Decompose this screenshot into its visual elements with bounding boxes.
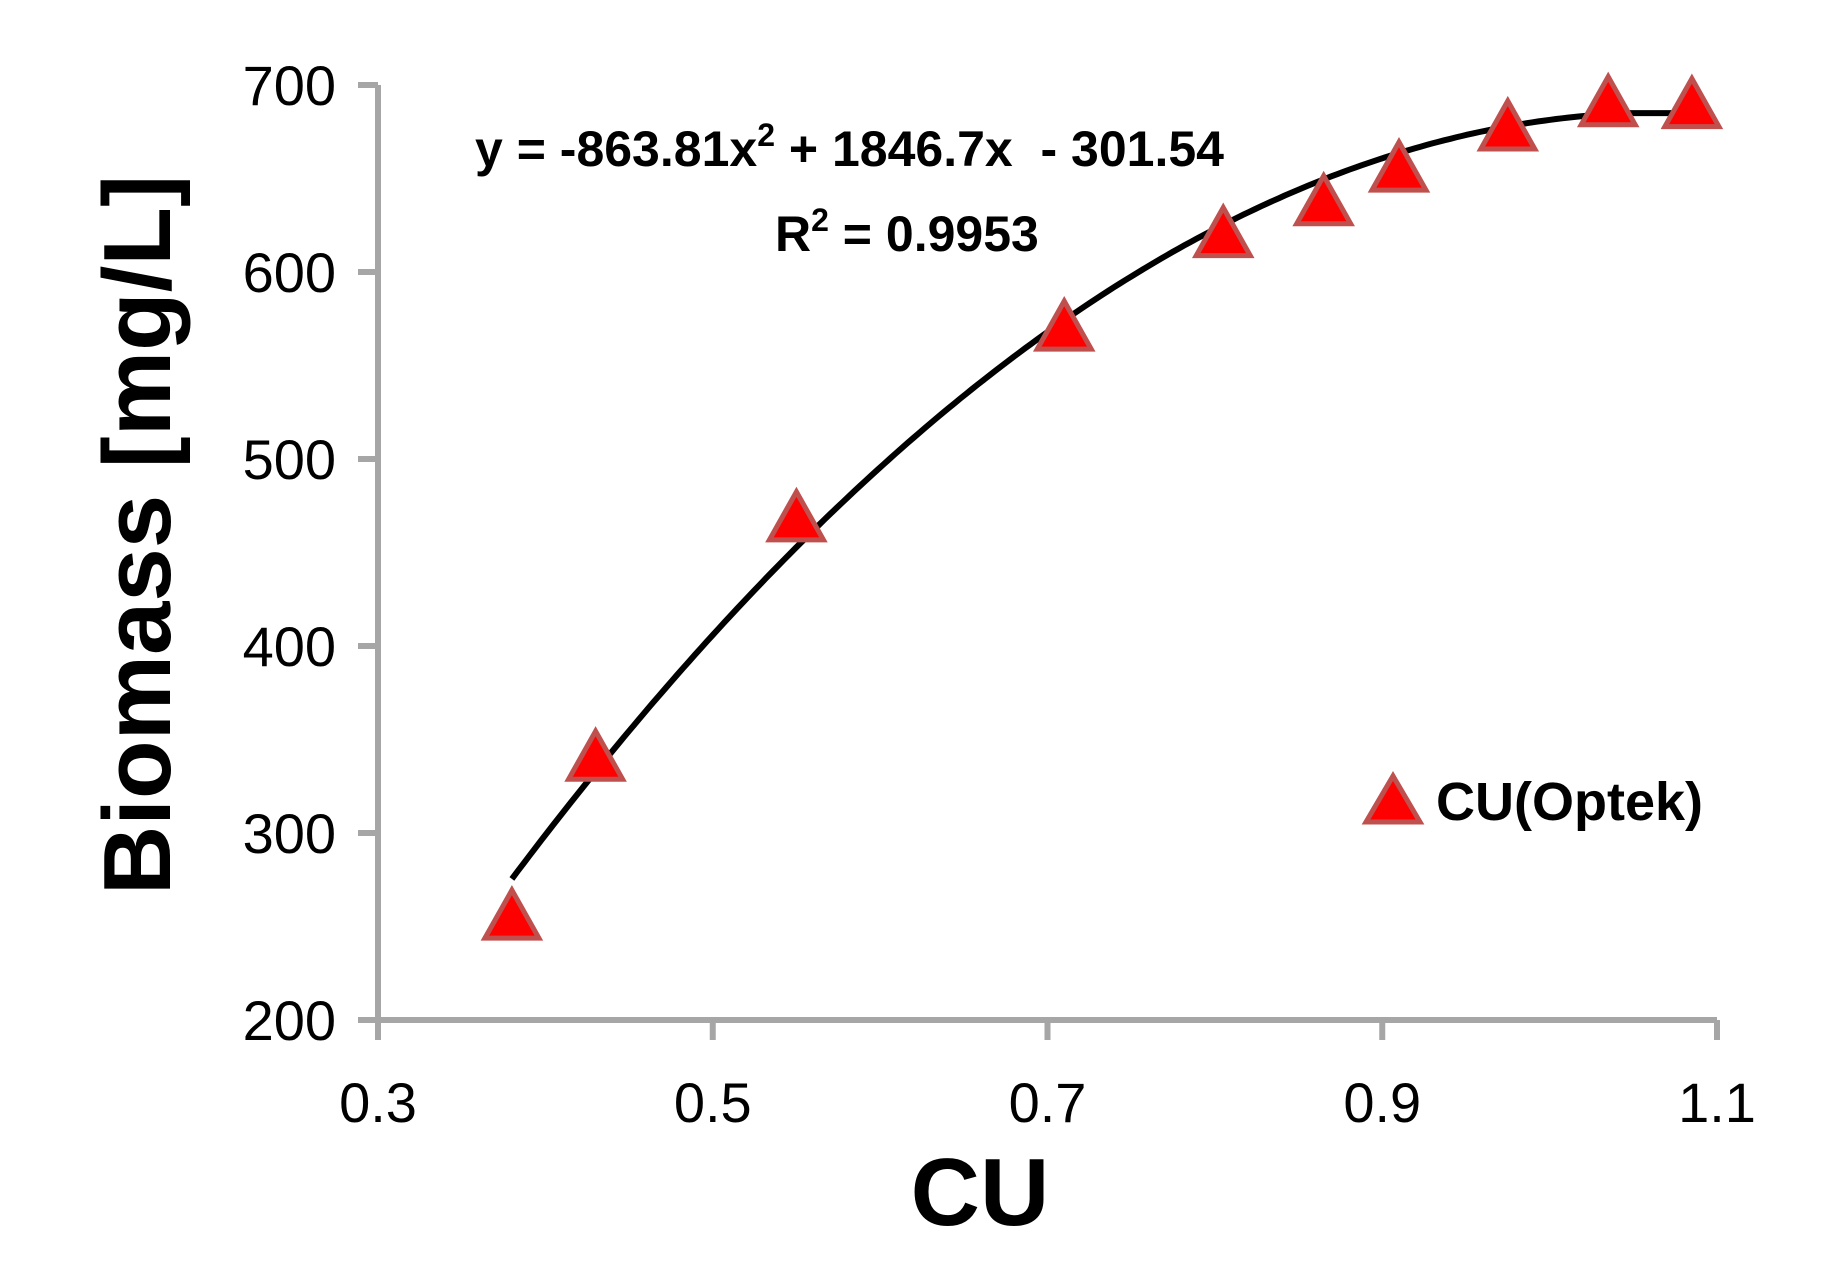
y-tick-label: 300 xyxy=(243,802,336,865)
r-squared-label: R2 = 0.9953 xyxy=(775,202,1039,262)
equation-exponent: 2 xyxy=(757,117,775,153)
equation-prefix: y = -863.81x xyxy=(475,121,757,177)
y-tick-label: 600 xyxy=(243,241,336,304)
y-tick-label: 500 xyxy=(243,428,336,491)
data-point-triangle xyxy=(1476,95,1540,152)
r2-prefix: R xyxy=(775,206,811,262)
y-tick-label: 400 xyxy=(243,615,336,678)
x-tick-label: 0.7 xyxy=(1009,1071,1087,1134)
legend-label: CU(Optek) xyxy=(1436,772,1703,832)
y-tick-label: 700 xyxy=(243,54,336,117)
data-point-triangle xyxy=(1032,296,1096,352)
x-tick-label: 1.1 xyxy=(1678,1071,1756,1134)
points-layer xyxy=(480,71,1724,941)
axes-layer: 200 300 400 500 600 700 0.3 0.5 0.7 0.9 1.1 xyxy=(243,54,1756,1134)
data-point-triangle xyxy=(564,726,627,782)
r2-exponent: 2 xyxy=(811,202,829,238)
data-point-triangle xyxy=(1292,170,1355,227)
equation-suffix: + 1846.7x - 301.54 xyxy=(775,121,1224,177)
y-tick-label: 200 xyxy=(243,989,336,1052)
x-tick-label: 0.9 xyxy=(1343,1071,1421,1134)
data-point-triangle xyxy=(480,885,544,941)
data-point-triangle xyxy=(1660,73,1724,130)
data-point-triangle xyxy=(1191,202,1255,259)
y-axis-title: Biomass [mg/L] xyxy=(84,175,191,895)
legend-marker-triangle xyxy=(1361,771,1425,825)
data-point-triangle xyxy=(1576,71,1640,128)
legend: CU(Optek) xyxy=(1361,771,1703,832)
r2-suffix: = 0.9953 xyxy=(829,206,1039,262)
x-axis-title: CU xyxy=(911,1139,1050,1246)
data-point-triangle xyxy=(765,486,828,543)
x-tick-label: 0.5 xyxy=(674,1071,752,1134)
data-point-triangle xyxy=(1367,137,1431,193)
x-tick-label: 0.3 xyxy=(339,1071,417,1134)
trendline-curve xyxy=(509,110,1692,881)
trendline-layer xyxy=(509,110,1692,881)
trendline-equation: y = -863.81x2 + 1846.7x - 301.54 xyxy=(475,117,1224,177)
